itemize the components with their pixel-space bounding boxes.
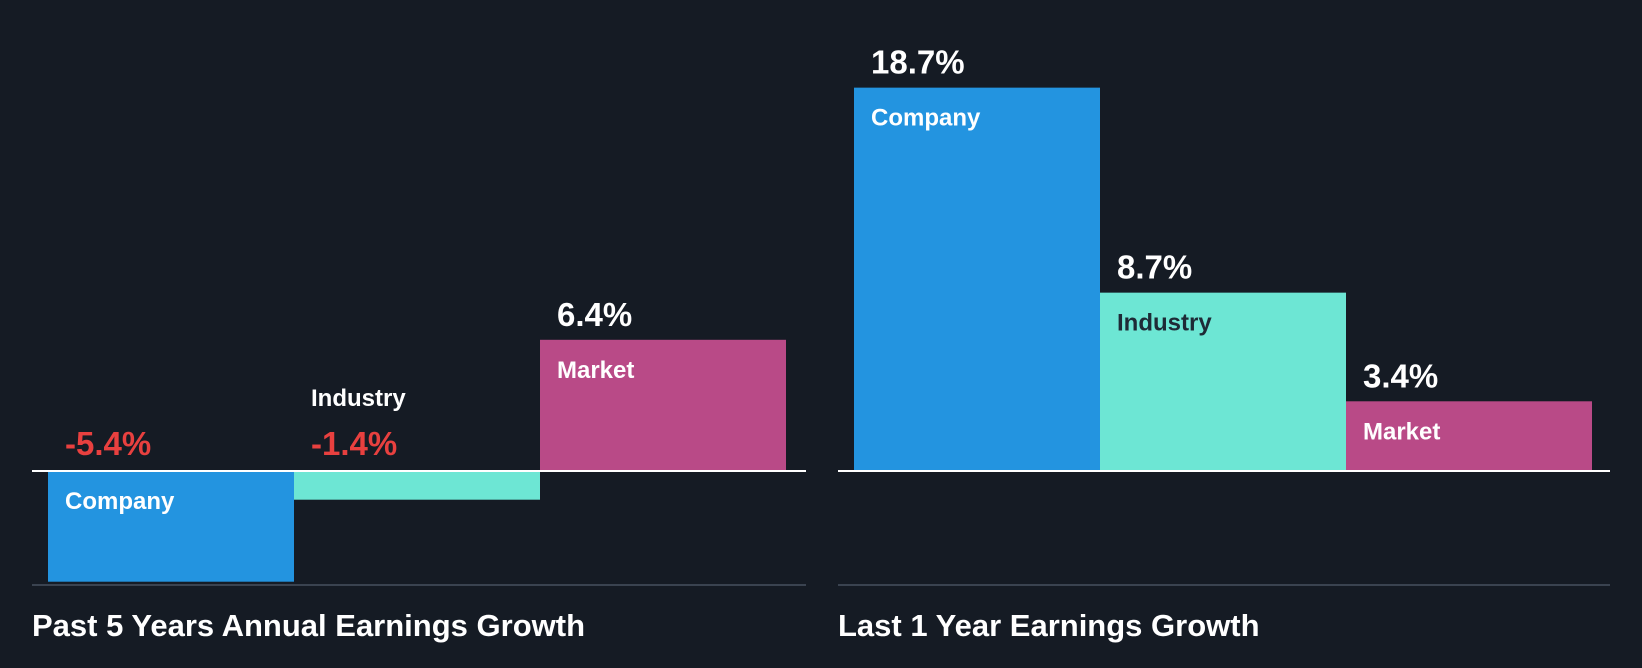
value-label-industry: -1.4% [311, 425, 397, 462]
category-label-industry: Industry [1117, 310, 1212, 337]
bar-market-rect [1346, 401, 1592, 471]
value-label-market: 6.4% [557, 296, 632, 333]
bar-industry: 8.7% Industry [1100, 249, 1346, 471]
panel-last-1-year: 18.7% Company 8.7% Industry 3.4% Market … [838, 44, 1610, 643]
category-label-company: Company [871, 105, 981, 132]
value-label-industry: 8.7% [1117, 249, 1192, 286]
bar-company-rect [854, 87, 1100, 472]
bar-market: 6.4% Market [540, 296, 786, 471]
value-label-company: 18.7% [871, 44, 965, 81]
bar-industry-rect [294, 471, 540, 500]
category-label-market: Market [1363, 418, 1440, 445]
chart-title-last-1-year: Last 1 Year Earnings Growth [838, 608, 1260, 643]
category-label-market: Market [557, 357, 634, 384]
bar-company-rect [48, 471, 294, 582]
value-label-market: 3.4% [1363, 357, 1438, 394]
bar-company: -5.4% Company [48, 425, 294, 582]
category-label-company: Company [65, 488, 175, 515]
bar-company: 18.7% Company [854, 44, 1100, 472]
bar-market: 3.4% Market [1346, 357, 1592, 471]
bar-industry: -1.4% Industry [294, 385, 540, 500]
category-label-industry: Industry [311, 385, 406, 412]
bar-market-rect [540, 339, 786, 471]
value-label-company: -5.4% [65, 425, 151, 462]
bar-industry-rect [1100, 292, 1346, 471]
panel-past-5-years: -5.4% Company -1.4% Industry 6.4% Market… [32, 296, 806, 643]
chart-title-past-5-years: Past 5 Years Annual Earnings Growth [32, 608, 585, 643]
